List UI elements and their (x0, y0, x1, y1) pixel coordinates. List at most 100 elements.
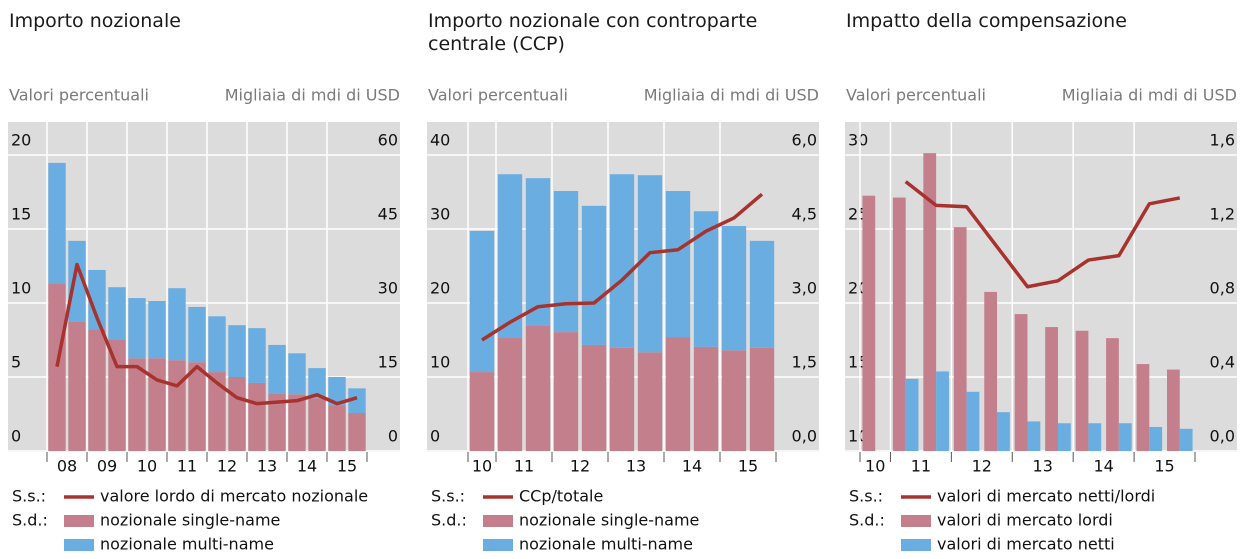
legend-swatch (64, 515, 94, 527)
y2-tick-label: 1,2 (1210, 205, 1235, 224)
x-tick-label: 13 (1033, 457, 1053, 476)
line (481, 192, 764, 342)
bar (248, 382, 266, 451)
legend-label: nozionale single-name (519, 511, 699, 530)
y-axis-label: Valori percentuali (846, 86, 986, 105)
y-tick-label: 10 (11, 279, 31, 298)
y2-tick-label: 1,6 (1210, 131, 1235, 150)
y-tick-label: 20 (430, 279, 450, 298)
x-tick-label: 11 (177, 457, 197, 476)
x-tick-label: 14 (297, 457, 317, 476)
legend-axis-label: S.s.: (431, 487, 465, 506)
legend-label: nozionale single-name (100, 511, 280, 530)
bar (188, 306, 206, 363)
y2-tick-label: 6,0 (792, 131, 817, 150)
bar (348, 388, 366, 414)
bar (108, 340, 126, 451)
legend-axis-label: S.s.: (12, 487, 46, 506)
x-tick-label: 15 (337, 457, 357, 476)
legend-swatch (64, 539, 94, 551)
bar (1088, 423, 1102, 451)
bar (1027, 421, 1041, 451)
y2-tick-label: 0,8 (1210, 279, 1235, 298)
y-tick-label: 40 (430, 131, 450, 150)
bar (168, 288, 186, 361)
legend-swatch (901, 515, 931, 527)
legend-swatch (901, 539, 931, 551)
x-tick-label: 12 (217, 457, 237, 476)
x-tick-label: 12 (570, 457, 590, 476)
y-axis-label: Valori percentuali (9, 86, 149, 105)
bar (148, 301, 166, 359)
x-tick-label: 13 (257, 457, 277, 476)
bar (108, 287, 126, 340)
bar (208, 316, 226, 373)
bar (525, 178, 551, 326)
y2-axis-label: Migliaia di mdi di USD (225, 86, 400, 105)
bar (953, 227, 967, 451)
bar (749, 347, 775, 451)
y-tick-label: 30 (430, 205, 450, 224)
bar (721, 226, 747, 351)
bar (48, 162, 66, 284)
chart-title: Importo nozionale (9, 10, 181, 32)
bar (168, 360, 186, 451)
y2-tick-label: 45 (378, 205, 398, 224)
bar (1179, 428, 1193, 451)
legend-axis-label: S.d.: (12, 511, 48, 530)
y2-tick-label: 1,5 (792, 353, 817, 372)
y-axis-label: Valori percentuali (428, 86, 568, 105)
x-tick-label: 15 (738, 457, 758, 476)
bar (721, 350, 747, 451)
bar (308, 398, 326, 451)
bar (553, 191, 579, 333)
legend-axis-label: S.s.: (849, 487, 883, 506)
bar (581, 344, 607, 451)
y-tick-label: 5 (11, 353, 21, 372)
y-tick-label: 0 (430, 427, 440, 446)
bar (268, 393, 286, 451)
y2-tick-label: 0 (388, 427, 398, 446)
legend-label: valore lordo di mercato nozionale (100, 487, 368, 506)
legend-label: valori di mercato netti/lordi (937, 487, 1155, 506)
bar (966, 391, 980, 451)
y2-axis-label: Migliaia di mdi di USD (644, 86, 819, 105)
bar (1075, 330, 1089, 451)
bar (997, 412, 1010, 451)
bar (1166, 369, 1180, 451)
bar (68, 240, 86, 322)
y-tick-label: 10 (430, 353, 450, 372)
bar (469, 230, 495, 373)
bar (308, 368, 326, 399)
bar (749, 240, 775, 348)
bar (188, 362, 206, 451)
x-tick-label: 15 (1154, 457, 1174, 476)
y2-tick-label: 4,5 (792, 205, 817, 224)
bar (1106, 338, 1119, 451)
bar (609, 174, 635, 348)
x-tick-label: 12 (972, 457, 992, 476)
bar (228, 325, 246, 377)
bar (497, 338, 523, 451)
bar (148, 358, 166, 451)
y2-tick-label: 3,0 (792, 279, 817, 298)
y2-tick-label: 15 (378, 353, 398, 372)
bar (905, 378, 919, 451)
bar (1149, 426, 1163, 451)
bar (693, 346, 719, 451)
x-tick-label: 09 (97, 457, 117, 476)
line (904, 180, 1181, 289)
bar (88, 269, 106, 330)
legend-axis-label: S.d.: (849, 511, 885, 530)
bar (128, 358, 146, 451)
bar (637, 352, 663, 451)
x-tick-label: 14 (682, 457, 702, 476)
bar (497, 174, 523, 339)
bar (288, 353, 306, 395)
legend-label: nozionale multi-name (100, 535, 274, 554)
legend-axis-label: S.d.: (431, 511, 467, 530)
bar (88, 329, 106, 451)
y2-tick-label: 0,0 (1210, 427, 1235, 446)
